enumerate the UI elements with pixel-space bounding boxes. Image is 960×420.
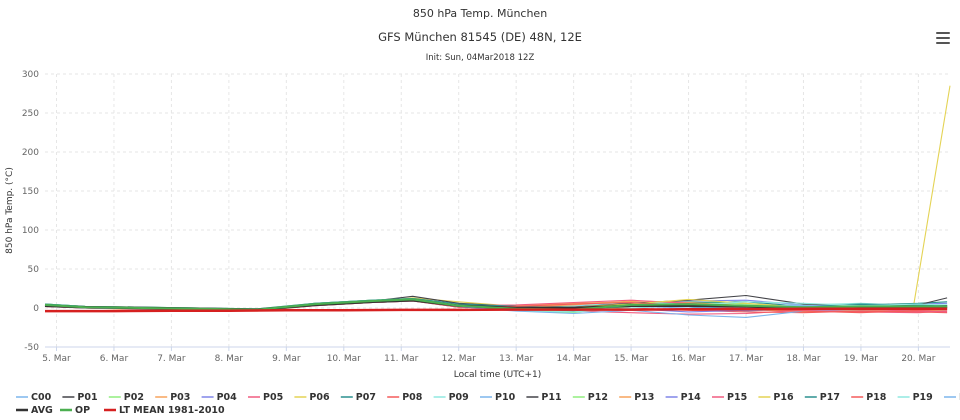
- legend-label: P18: [866, 392, 887, 403]
- legend-label: P03: [170, 392, 190, 403]
- legend-label: P19: [913, 392, 933, 403]
- legend-label: P13: [634, 392, 654, 403]
- legend-label: P01: [77, 392, 97, 403]
- legend-item-p14[interactable]: P14: [665, 392, 702, 403]
- y-tick-label: 200: [22, 148, 39, 158]
- legend-label: P11: [541, 392, 561, 403]
- legend-label: P08: [402, 392, 423, 403]
- legend-label: P10: [495, 392, 516, 403]
- legend-label: OP: [75, 405, 90, 416]
- y-tick-label: 300: [22, 70, 39, 80]
- x-axis-ticks: 5. Mar 6. Mar 7. Mar 8. Mar 9. Mar 10. Mar 11.…: [42, 354, 935, 364]
- x-axis-label: Local time (UTC+1): [454, 370, 542, 380]
- chart-init-text: Init: Sun, 04Mar2018 12Z: [426, 53, 535, 63]
- x-tick-label: 18. Mar: [786, 354, 820, 364]
- series-line-lt-mean-1981-2010[interactable]: [45, 307, 948, 313]
- legend-item-p06[interactable]: P06: [294, 392, 330, 403]
- x-tick-label: 13. Mar: [499, 354, 533, 364]
- legend-item-p07[interactable]: P07: [340, 392, 376, 403]
- legend-item-p01[interactable]: P01: [62, 392, 98, 403]
- legend-label: P05: [263, 392, 283, 403]
- legend-label: AVG: [31, 405, 53, 416]
- x-tick-label: 17. Mar: [729, 354, 763, 364]
- legend-item-avg[interactable]: AVG: [16, 405, 53, 416]
- x-tick-label: 5. Mar: [42, 354, 71, 364]
- legend-label: P12: [588, 392, 608, 403]
- legend-item-op[interactable]: OP: [60, 405, 90, 416]
- x-tick-label: 19. Mar: [844, 354, 878, 364]
- legend-item-p19[interactable]: P19: [897, 392, 933, 403]
- legend-item-p16[interactable]: P16: [758, 392, 794, 403]
- legend-label: LT MEAN 1981-2010: [119, 405, 225, 416]
- legend-item-p17[interactable]: P17: [804, 392, 840, 403]
- x-tick-label: 12. Mar: [442, 354, 476, 364]
- y-tick-label: 0: [33, 304, 39, 314]
- chart-title: 850 hPa Temp. München: [413, 7, 547, 20]
- y-axis-label: 850 hPa Temp. (°C): [5, 167, 15, 254]
- legend-item-p20[interactable]: P20: [944, 392, 960, 403]
- legend-label: P06: [309, 392, 330, 403]
- series-lines: [44, 85, 951, 318]
- legend: C00 P01 P02 P03 P04 P05 P06 P07 P08 P09 P10 P11 P12 P…: [16, 392, 960, 416]
- x-tick-label: 10. Mar: [327, 354, 361, 364]
- y-tick-label: 250: [22, 109, 39, 119]
- legend-label: P02: [124, 392, 144, 403]
- legend-item-p11[interactable]: P11: [526, 392, 562, 403]
- x-tick-label: 6. Mar: [100, 354, 129, 364]
- x-tick-label: 8. Mar: [215, 354, 244, 364]
- legend-item-p03[interactable]: P03: [155, 392, 190, 403]
- series-line-p06[interactable]: [44, 85, 951, 312]
- y-tick-label: 150: [22, 187, 39, 197]
- x-tick-label: 15. Mar: [614, 354, 648, 364]
- legend-item-p02[interactable]: P02: [108, 392, 144, 403]
- y-tick-label: 50: [28, 265, 40, 275]
- x-tick-label: 9. Mar: [272, 354, 301, 364]
- chart-subtitle: GFS München 81545 (DE) 48N, 12E: [378, 30, 582, 44]
- series-line-op[interactable]: [44, 298, 948, 311]
- legend-label: C00: [31, 392, 52, 403]
- legend-label: P17: [820, 392, 840, 403]
- y-tick-label: -50: [24, 343, 39, 353]
- x-tick-label: 14. Mar: [557, 354, 591, 364]
- legend-item-p09[interactable]: P09: [433, 392, 469, 403]
- legend-item-p15[interactable]: P15: [712, 392, 747, 403]
- legend-label: P15: [727, 392, 747, 403]
- legend-label: P16: [773, 392, 794, 403]
- x-tick-label: 11. Mar: [384, 354, 418, 364]
- hamburger-menu-icon[interactable]: [936, 32, 950, 44]
- legend-item-p18[interactable]: P18: [851, 392, 887, 403]
- legend-item-p13[interactable]: P13: [619, 392, 654, 403]
- legend-item-p12[interactable]: P12: [572, 392, 608, 403]
- x-tick-label: 16. Mar: [671, 354, 705, 364]
- legend-label: P14: [681, 392, 702, 403]
- legend-item-p04[interactable]: P04: [201, 392, 238, 403]
- legend-item-p05[interactable]: P05: [248, 392, 283, 403]
- y-tick-label: 100: [22, 226, 39, 236]
- legend-item-p08[interactable]: P08: [387, 392, 423, 403]
- x-tick-label: 7. Mar: [157, 354, 186, 364]
- x-tick-label: 20. Mar: [901, 354, 935, 364]
- legend-label: P09: [449, 392, 469, 403]
- legend-label: P04: [217, 392, 238, 403]
- legend-item-p10[interactable]: P10: [480, 392, 516, 403]
- legend-label: P07: [356, 392, 376, 403]
- legend-item-c00[interactable]: C00: [16, 392, 52, 403]
- legend-item-lt-mean-1981-2010[interactable]: LT MEAN 1981-2010: [104, 405, 225, 416]
- y-axis-ticks: -50 0 50 100 150 200 250 300: [22, 70, 39, 353]
